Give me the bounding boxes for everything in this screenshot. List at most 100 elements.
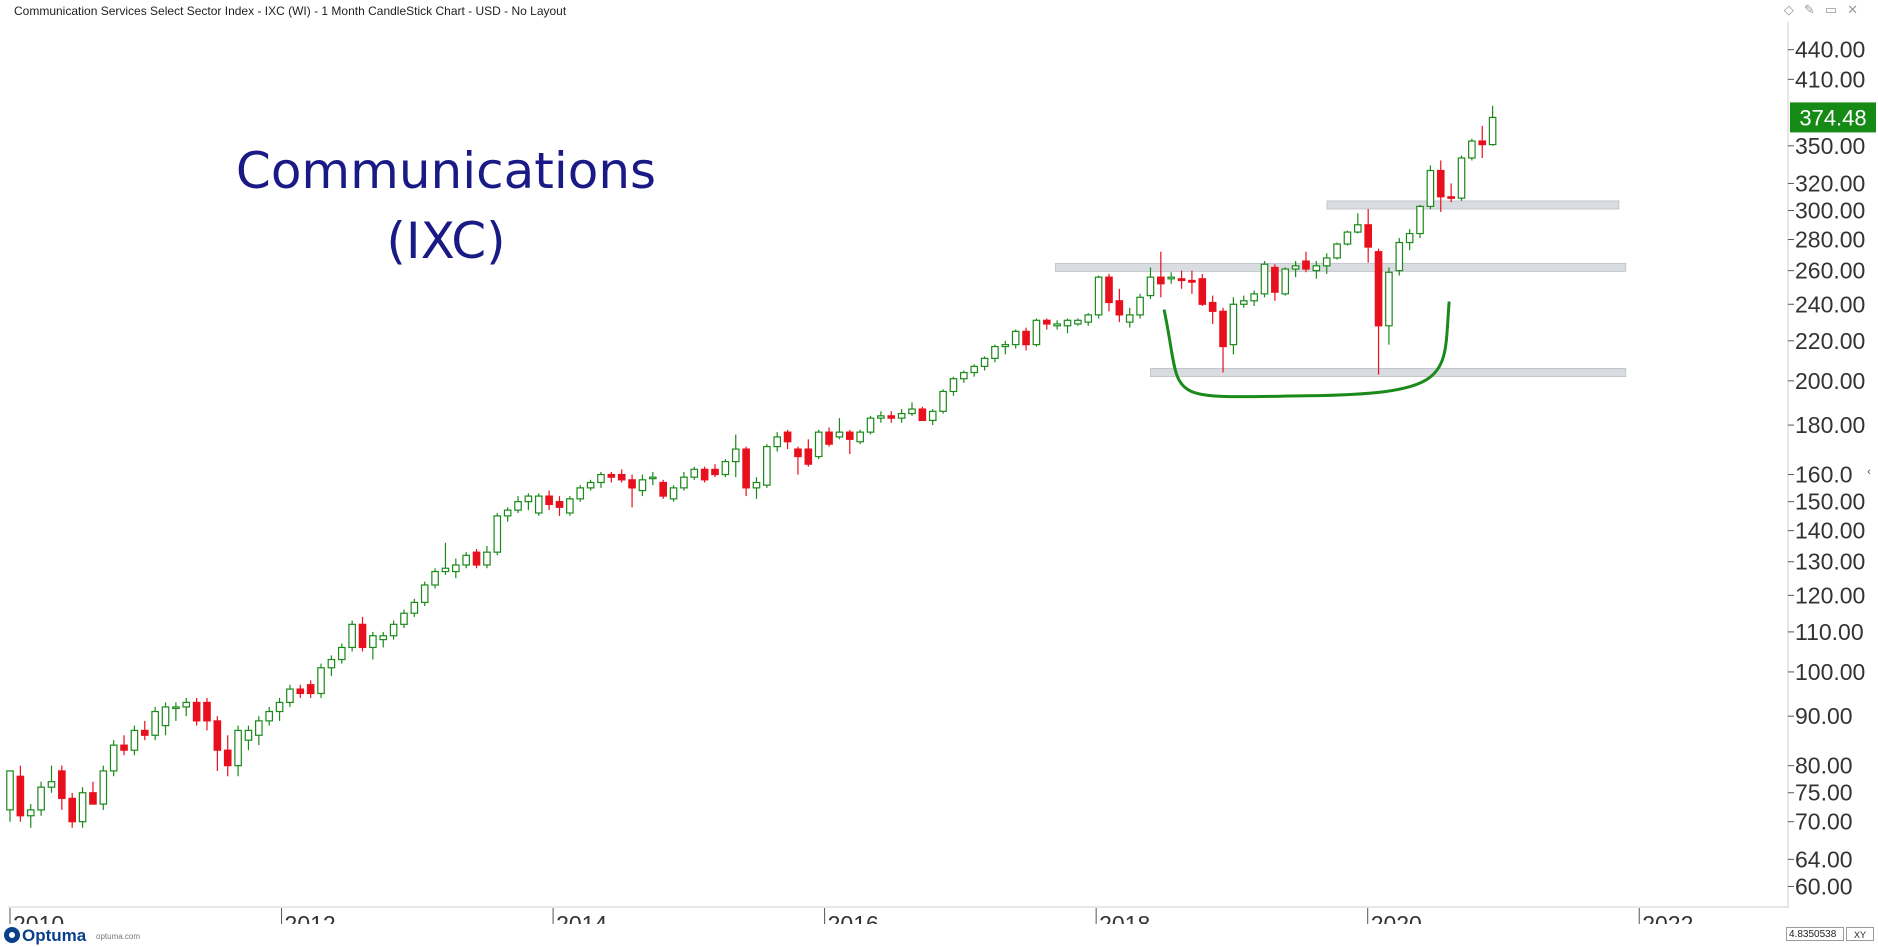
candle-body xyxy=(1395,241,1404,272)
candle xyxy=(348,620,356,652)
candle-body xyxy=(918,408,927,422)
candle xyxy=(1177,270,1186,289)
y-tick-label: 200.00 xyxy=(1795,368,1865,394)
candle xyxy=(1115,288,1124,323)
chart-title: Communication Services Select Sector Ind… xyxy=(14,4,567,18)
candle-body xyxy=(783,431,792,443)
y-tick-label: 260.00 xyxy=(1795,258,1865,284)
price-zone xyxy=(1054,262,1627,272)
candle-body xyxy=(286,688,294,704)
y-tick-label: 60.00 xyxy=(1795,873,1853,899)
candle xyxy=(1385,267,1393,345)
y-tick-label: 130.00 xyxy=(1795,549,1865,575)
candle xyxy=(607,471,616,483)
candle-body xyxy=(1457,157,1466,199)
candle xyxy=(203,697,211,731)
candle-body xyxy=(47,781,56,788)
candle-body xyxy=(534,495,543,514)
candle-body xyxy=(1374,251,1383,327)
candle-body xyxy=(192,701,201,722)
candle-body xyxy=(1343,231,1352,245)
close-icon[interactable]: ✕ xyxy=(1847,2,1868,17)
candle-body xyxy=(400,612,408,625)
restore-icon[interactable]: ▭ xyxy=(1824,2,1848,17)
axis-collapse-handle[interactable]: ‹ xyxy=(1867,466,1871,478)
candle xyxy=(306,680,315,698)
candle xyxy=(16,765,25,822)
candle xyxy=(1167,272,1176,284)
y-tick-label: 220.00 xyxy=(1795,328,1865,354)
price-zone xyxy=(1149,368,1627,378)
candle-body xyxy=(6,770,14,811)
candle-body xyxy=(1011,330,1020,346)
xy-toggle-button[interactable]: XY xyxy=(1846,927,1874,941)
candle xyxy=(825,427,833,447)
candle-body xyxy=(648,476,657,480)
pin-icon[interactable]: ✎ xyxy=(1803,2,1825,17)
candle xyxy=(586,479,595,491)
candle xyxy=(265,706,274,726)
candle xyxy=(151,706,159,741)
y-tick-label: 280.00 xyxy=(1795,227,1865,253)
candle-body xyxy=(1333,243,1341,259)
candle-body xyxy=(327,658,336,669)
candle-body xyxy=(794,448,802,458)
candle-body xyxy=(58,770,66,799)
candle-body xyxy=(731,448,740,463)
support-resistance-zones xyxy=(1054,200,1627,378)
y-tick-label: 75.00 xyxy=(1795,780,1853,806)
candle-body xyxy=(472,551,481,566)
candle xyxy=(566,496,574,516)
candle xyxy=(140,720,149,741)
candle xyxy=(452,558,460,579)
candle xyxy=(1208,295,1217,324)
candle xyxy=(472,549,481,569)
footer-bar: Optuma optuma.com 4.8350538 XY xyxy=(0,924,1878,947)
candle xyxy=(1053,320,1061,330)
candle xyxy=(763,444,771,488)
candle xyxy=(1084,313,1093,326)
candle xyxy=(420,581,429,606)
diamond-icon[interactable]: ◇ xyxy=(1783,2,1804,17)
candle xyxy=(130,725,139,756)
candle xyxy=(161,702,170,736)
candle xyxy=(680,471,688,491)
candle xyxy=(358,616,367,652)
candle-body xyxy=(306,684,315,695)
candle xyxy=(410,598,419,617)
window-controls: ◇✎▭✕ xyxy=(1784,2,1868,18)
y-tick-label: 140.00 xyxy=(1795,518,1865,544)
candle xyxy=(960,370,968,383)
candle-body xyxy=(493,515,502,553)
candle-body xyxy=(26,809,35,817)
candle xyxy=(1125,307,1134,328)
candle-body xyxy=(980,357,989,367)
optuma-logo: Optuma xyxy=(4,926,86,946)
time-axis[interactable]: 2010 2012 2014 2016 2018 2020 2022 xyxy=(9,908,1693,924)
candle-body xyxy=(244,729,253,741)
candle-body xyxy=(1322,257,1331,267)
candle xyxy=(1022,327,1030,351)
candle xyxy=(773,432,782,452)
candle xyxy=(441,542,450,575)
candle-body xyxy=(970,365,979,374)
candle xyxy=(1405,229,1414,251)
candle xyxy=(120,735,128,756)
candle-body xyxy=(814,431,823,458)
candle-body xyxy=(866,417,875,433)
x-tick-label: 2010 xyxy=(13,911,64,924)
candle xyxy=(835,418,844,440)
candle-body xyxy=(265,710,274,722)
candle xyxy=(462,552,470,569)
candle xyxy=(690,466,699,480)
candle-body xyxy=(151,710,159,736)
candle xyxy=(628,474,636,508)
candle xyxy=(109,740,118,777)
candle-body xyxy=(369,635,377,649)
candle-body xyxy=(1260,263,1269,295)
candle-body xyxy=(1488,116,1497,146)
y-tick-label: 320.00 xyxy=(1795,170,1865,196)
chart-background xyxy=(0,22,1878,924)
